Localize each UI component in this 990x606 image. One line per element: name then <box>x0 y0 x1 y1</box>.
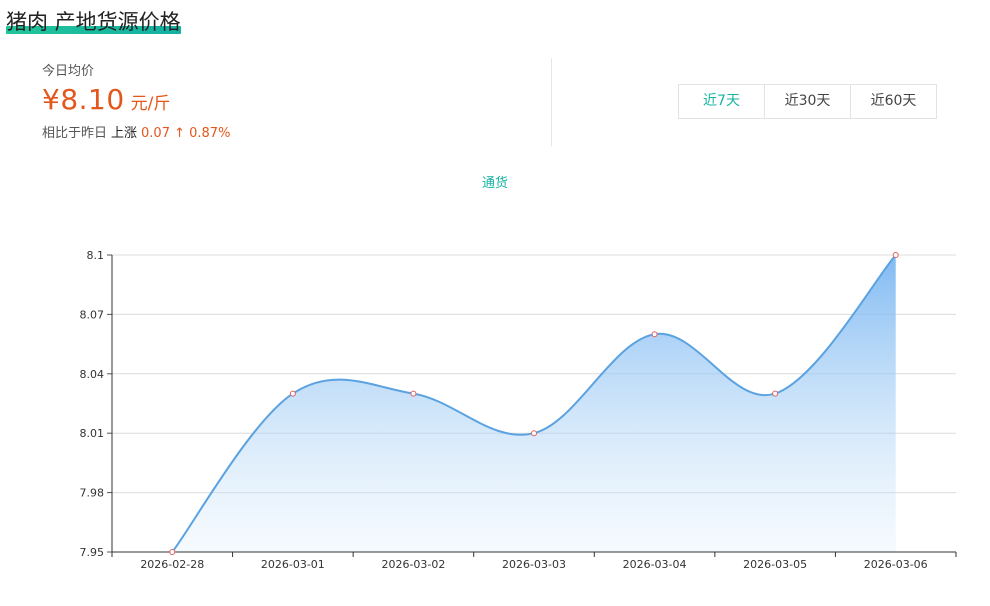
data-point <box>289 390 296 397</box>
x-tick-label: 2026-03-02 <box>381 558 445 571</box>
y-tick-label: 7.95 <box>80 546 105 559</box>
trend-value: 0.07 ↑ 0.87% <box>141 126 231 141</box>
series-area <box>172 255 896 552</box>
price-unit: 元/斤 <box>130 94 171 114</box>
data-point <box>169 549 176 555</box>
price-panel: 今日均价 ¥8.10 元/斤 相比于昨日 上涨 0.07 ↑ 0.87% <box>42 60 230 141</box>
x-tick-label: 2026-03-03 <box>502 558 566 571</box>
range-tabs: 近7天 近30天 近60天 <box>678 84 937 119</box>
data-point <box>410 390 417 397</box>
tab-30-days[interactable]: 近30天 <box>764 85 850 118</box>
legend-item-series[interactable]: 通货 <box>481 176 508 191</box>
price-row: ¥8.10 元/斤 <box>42 83 230 116</box>
tab-60-days[interactable]: 近60天 <box>850 85 936 118</box>
price-value: ¥8.10 <box>42 83 125 116</box>
y-tick-label: 7.98 <box>80 487 105 500</box>
data-point <box>772 390 779 397</box>
area-layer <box>171 254 897 553</box>
page-title-wrap: 猪肉 产地货源价格 <box>6 8 181 36</box>
chart-legend: 通货 <box>0 172 990 191</box>
y-tick-label: 8.1 <box>87 249 105 262</box>
trend-word: 上涨 <box>111 126 138 141</box>
y-tick-label: 8.07 <box>80 308 105 321</box>
x-tick-label: 2026-02-28 <box>140 558 204 571</box>
price-compare: 相比于昨日 上涨 0.07 ↑ 0.87% <box>42 122 230 141</box>
compare-label: 相比于昨日 <box>42 126 108 141</box>
x-tick-label: 2026-03-06 <box>864 558 928 571</box>
today-price-label: 今日均价 <box>42 64 95 79</box>
tab-7-days[interactable]: 近7天 <box>679 85 764 118</box>
y-tick-label: 8.01 <box>80 427 105 440</box>
data-point <box>531 430 537 437</box>
page-title: 猪肉 产地货源价格 <box>6 8 181 36</box>
data-point <box>892 252 899 258</box>
axis-layer: 7.95 7.98 8.01 8.04 8.07 8.1 2026-02-28 2026-03… <box>80 249 957 571</box>
data-point <box>651 331 658 338</box>
x-tick-label: 2026-03-05 <box>743 558 807 571</box>
y-tick-label: 8.04 <box>80 368 105 381</box>
point-layer <box>169 252 899 555</box>
x-tick-label: 2026-03-01 <box>261 558 325 571</box>
page-title-text: 猪肉 产地货源价格 <box>6 10 181 34</box>
panel-divider <box>551 58 552 146</box>
x-tick-label: 2026-03-04 <box>623 558 687 571</box>
